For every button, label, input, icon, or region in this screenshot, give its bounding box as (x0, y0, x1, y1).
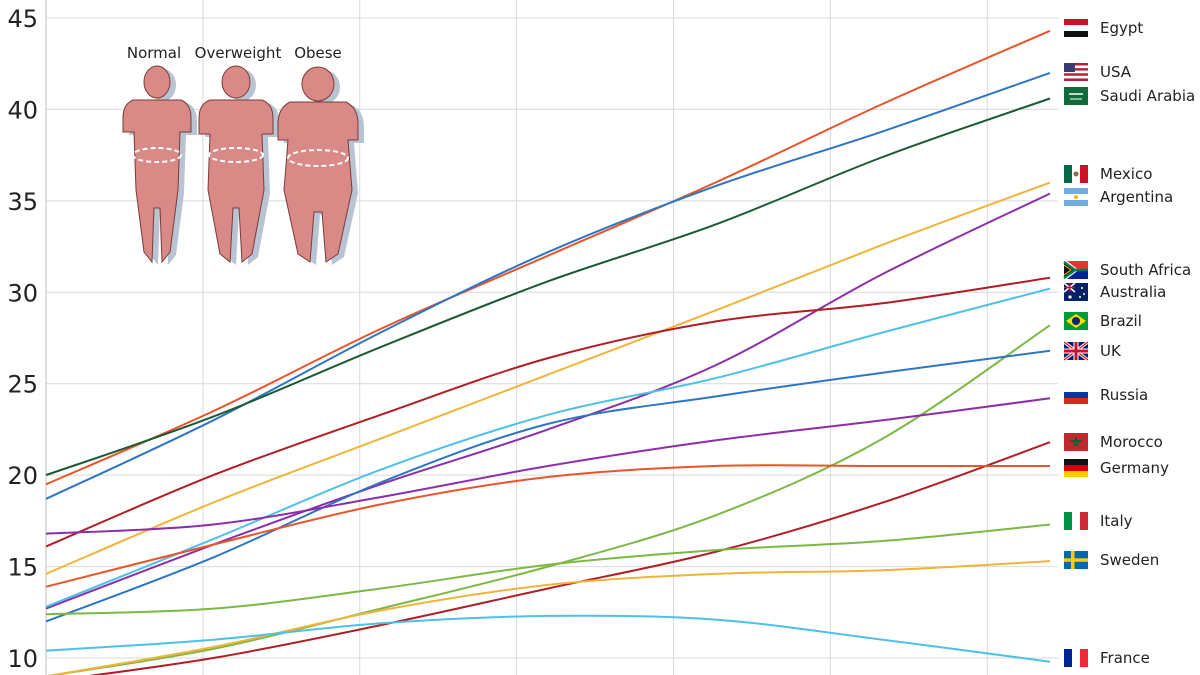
normal-body-figure (122, 65, 197, 265)
egypt-flag (1064, 19, 1088, 37)
series-line-egypt (45, 29, 1051, 486)
legend-label: Germany (1100, 459, 1169, 477)
series-line-south-africa (45, 276, 1051, 548)
russia-flag (1064, 386, 1088, 404)
legend-item-argentina: Argentina (1064, 188, 1173, 206)
legend-label: UK (1100, 342, 1122, 360)
legend-item-sweden: Sweden (1064, 551, 1159, 569)
series-line-usa (45, 71, 1051, 500)
uk-flag (1063, 340, 1089, 362)
mexico-flag (1064, 165, 1088, 183)
obese-body-figure (277, 66, 364, 265)
chart-series-lines (45, 29, 1051, 675)
y-tick-label: 45 (7, 5, 38, 33)
legend-item-germany: Germany (1064, 459, 1169, 477)
y-tick-label: 15 (7, 554, 38, 582)
figure-label-overweight: Overweight (195, 44, 282, 62)
y-tick-label: 25 (7, 371, 38, 399)
legend-item-mexico: Mexico (1064, 165, 1152, 183)
argentina-flag (1064, 188, 1088, 206)
legend-item-usa: USA (1064, 63, 1132, 81)
legend-label: Argentina (1100, 188, 1173, 206)
legend-label: Egypt (1100, 19, 1143, 37)
y-tick-label: 40 (7, 96, 38, 124)
legend-item-egypt: Egypt (1064, 19, 1143, 37)
legend-item-france: France (1064, 649, 1150, 667)
figure-label-normal: Normal (127, 44, 181, 62)
legend-item-brazil: Brazil (1064, 312, 1142, 330)
series-line-france (45, 614, 1051, 663)
germany-flag (1064, 459, 1088, 477)
legend-label: South Africa (1100, 261, 1191, 279)
overweight-body-figure (198, 65, 279, 265)
series-line-germany (45, 464, 1050, 588)
series-line-brazil (47, 324, 1051, 675)
legend-label: Russia (1100, 386, 1148, 404)
australia-flag (1063, 282, 1088, 301)
chart-legend: Egypt USA Saudi Arabia Mexico Argentina South… (1063, 19, 1195, 667)
y-axis-ticks: 10 15 20 25 30 35 40 45 (7, 5, 38, 673)
series-line-saudi-arabia (45, 97, 1051, 477)
legend-item-saudi-arabia: Saudi Arabia (1064, 87, 1195, 105)
legend-item-australia: Australia (1063, 282, 1166, 301)
legend-item-south-africa: South Africa (1063, 259, 1191, 281)
legend-label: France (1100, 649, 1150, 667)
series-line-uk (45, 349, 1051, 623)
italy-flag (1064, 512, 1088, 530)
brazil-flag (1064, 312, 1088, 330)
legend-label: Brazil (1100, 312, 1142, 330)
saudi-arabia-flag (1064, 87, 1088, 105)
usa-flag (1064, 63, 1088, 81)
legend-item-uk: UK (1063, 340, 1122, 362)
legend-label: USA (1100, 63, 1132, 81)
france-flag (1064, 649, 1088, 667)
legend-label: Australia (1100, 283, 1166, 301)
y-tick-label: 10 (7, 645, 38, 673)
legend-label: Italy (1100, 512, 1133, 530)
series-line-russia (45, 397, 1051, 535)
body-type-illustration: Normal Overweight Obese (122, 44, 364, 265)
series-line-morocco (88, 441, 1051, 675)
figure-label-obese: Obese (294, 44, 342, 62)
chart-grid (45, 0, 1058, 675)
legend-item-morocco: Morocco (1064, 433, 1163, 451)
sweden-flag (1064, 551, 1088, 569)
series-line-italy (45, 523, 1051, 616)
y-tick-label: 30 (7, 279, 38, 307)
series-line-sweden (47, 560, 1051, 675)
legend-label: Morocco (1100, 433, 1163, 451)
south-africa-flag (1063, 259, 1088, 281)
legend-item-russia: Russia (1064, 386, 1148, 404)
morocco-flag (1064, 433, 1088, 451)
series-line-australia (45, 287, 1051, 608)
legend-label: Mexico (1100, 165, 1152, 183)
series-line-mexico (45, 181, 1051, 575)
y-tick-label: 20 (7, 462, 38, 490)
legend-label: Saudi Arabia (1100, 87, 1195, 105)
legend-item-italy: Italy (1064, 512, 1133, 530)
y-tick-label: 35 (7, 188, 38, 216)
legend-label: Sweden (1100, 551, 1159, 569)
